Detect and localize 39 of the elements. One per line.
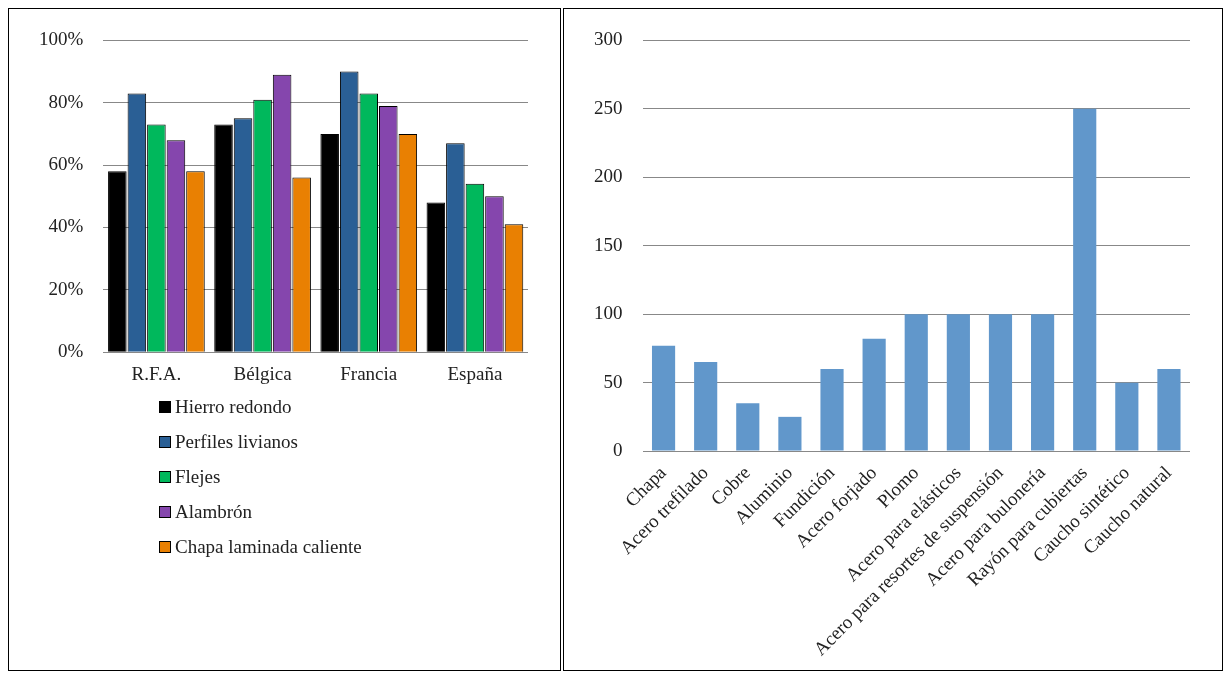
y-tick-label: 0 [613,439,623,461]
bar [904,314,928,451]
y-tick-label: 20% [48,277,84,299]
y-tick-label: 300 [594,28,623,50]
x-tick-label: España [447,362,503,384]
bar [946,314,970,451]
legend-label: Alambrón [175,500,253,523]
x-tick-label: Bélgica [233,362,293,384]
x-tick-label: R.F.A. [131,362,182,384]
y-tick-label: 40% [48,215,84,237]
y-tick-label: 60% [48,153,84,175]
bar [736,403,760,451]
bar [820,368,844,451]
bar [320,133,339,352]
bar [778,416,802,451]
y-tick-label: 250 [594,96,623,118]
bar [1157,368,1181,451]
y-tick-label: 0% [58,340,84,362]
bar [694,362,718,451]
y-tick-label: 200 [594,165,623,187]
y-tick-label: 100 [594,302,623,324]
y-tick-label: 50 [603,370,623,392]
bar [108,171,127,352]
bar [988,314,1013,451]
bar [426,202,446,352]
bar [862,338,886,451]
bar [1073,108,1097,451]
bar [214,124,233,352]
legend-label: Perfiles livianos [175,430,298,453]
bar [1031,314,1055,451]
y-tick-label: 150 [594,233,623,255]
legend-label: Flejes [175,465,221,488]
x-tick-label: Francia [340,362,398,384]
bar [651,345,676,451]
y-tick-label: 80% [48,90,84,112]
legend-label: Chapa laminada caliente [175,535,362,558]
legend-label: Hierro redondo [175,395,292,418]
bar [1115,382,1139,451]
y-tick-label: 100% [39,28,84,50]
